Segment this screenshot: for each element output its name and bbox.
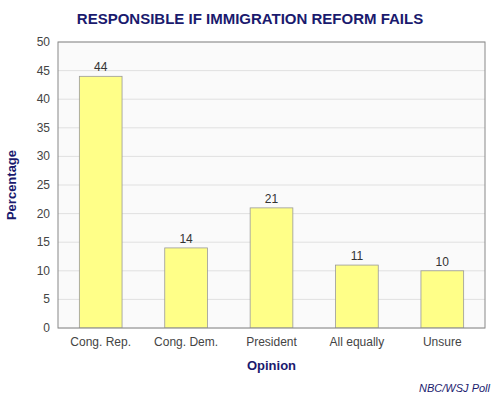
bars: [79, 76, 463, 328]
y-tick-label: 0: [43, 321, 50, 335]
data-label: 44: [94, 60, 108, 74]
data-label: 21: [265, 192, 279, 206]
x-axis-label: Opinion: [247, 358, 296, 373]
y-tick-label: 40: [37, 92, 51, 106]
bar: [79, 76, 122, 328]
x-tick-label: Cong. Dem.: [154, 335, 218, 349]
data-label: 11: [351, 249, 364, 263]
data-label: 10: [436, 255, 450, 269]
x-tick-label: Unsure: [423, 335, 462, 349]
x-tick-label: President: [246, 335, 297, 349]
y-tick-label: 5: [43, 292, 50, 306]
y-tick-label: 20: [37, 207, 51, 221]
data-label: 14: [179, 232, 193, 246]
y-tick-label: 25: [37, 178, 51, 192]
y-axis: 0 5 10 15 20 25 30 35 40 45 50: [37, 35, 51, 335]
y-axis-label: Percentage: [4, 150, 19, 220]
y-tick-label: 10: [37, 264, 51, 278]
title: RESPONSIBLE IF IMMIGRATION REFORM FAILS: [77, 10, 423, 27]
grid-line: [58, 70, 485, 71]
bar: [250, 208, 293, 328]
y-tick-label: 15: [37, 235, 51, 249]
chart: 0 5 10 15 20 25 30 35 40 45 50 44 14 21 11 10 Cong. Rep.…: [0, 0, 500, 400]
y-tick-label: 35: [37, 121, 51, 135]
y-tick-label: 50: [37, 35, 51, 49]
source-note: NBC/WSJ Poll: [419, 382, 490, 394]
y-tick-label: 30: [37, 149, 51, 163]
bar: [421, 271, 464, 328]
x-axis: Cong. Rep. Cong. Dem. President All equally…: [70, 335, 462, 349]
x-tick-label: Cong. Rep.: [70, 335, 131, 349]
plot-frame: [58, 42, 485, 328]
plot-background: [58, 42, 485, 328]
x-tick-label: All equally: [330, 335, 385, 349]
bar: [165, 248, 208, 328]
chart-container: 0 5 10 15 20 25 30 35 40 45 50 44 14 21 11 10 Cong. Rep.…: [0, 0, 500, 400]
y-tick-label: 45: [37, 64, 51, 78]
data-labels: 44 14 21 11 10: [94, 60, 449, 268]
grid: [58, 42, 485, 328]
bar: [336, 265, 379, 328]
